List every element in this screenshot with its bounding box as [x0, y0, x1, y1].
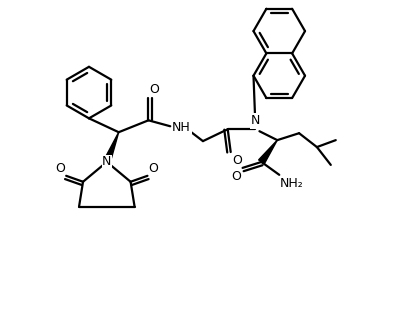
- Polygon shape: [258, 140, 277, 164]
- Polygon shape: [104, 132, 119, 163]
- Text: O: O: [149, 82, 159, 95]
- Text: N: N: [102, 155, 112, 168]
- Text: NH₂: NH₂: [280, 177, 304, 190]
- Text: O: O: [233, 154, 243, 167]
- Text: O: O: [232, 170, 242, 183]
- Text: N: N: [251, 114, 260, 127]
- Text: O: O: [55, 162, 65, 175]
- Text: NH: NH: [172, 121, 191, 134]
- Text: O: O: [149, 162, 158, 175]
